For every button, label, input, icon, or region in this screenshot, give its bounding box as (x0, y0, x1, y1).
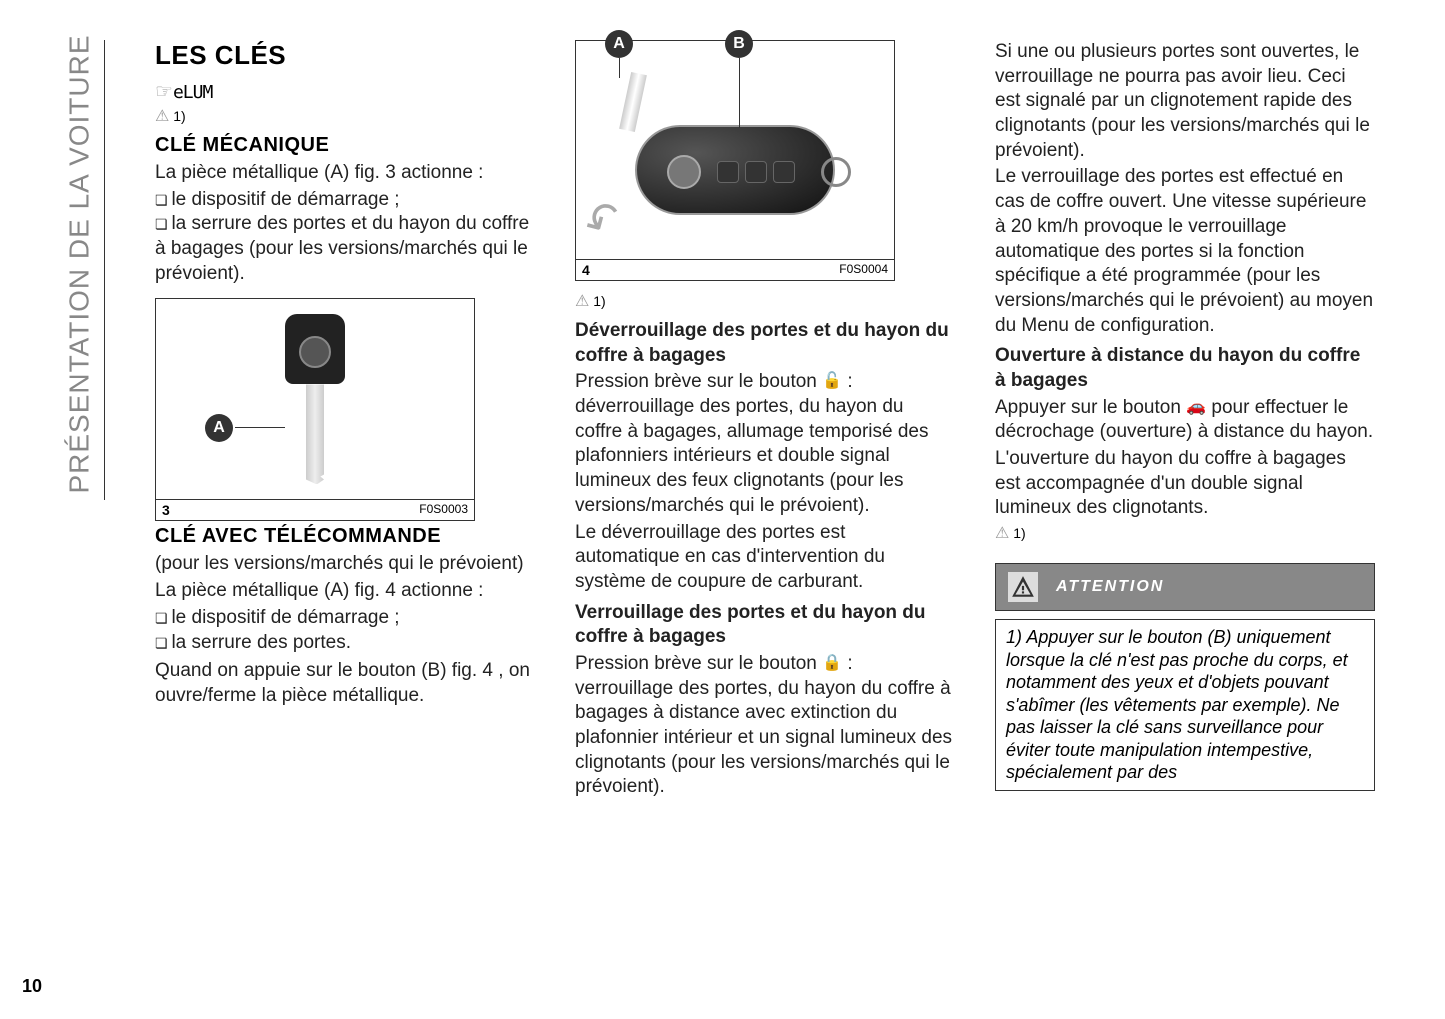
ref-num: 1) (173, 108, 185, 124)
text-fragment: Pression brève sur le bouton (575, 653, 822, 674)
p-verrouillage-auto: Le verrouillage des portes est effectué … (995, 165, 1375, 338)
attention-label: ATTENTION (1056, 578, 1164, 596)
callout-line (739, 58, 740, 128)
ref-num: 1) (593, 293, 605, 309)
figure-3-image: A (156, 299, 474, 499)
key-blade-open (619, 72, 647, 132)
p-ouverture-hayon: Appuyer sur le bouton 🚗 pour effectuer l… (995, 396, 1375, 445)
attention-header: ATTENTION (995, 563, 1375, 611)
fob-button-icon (773, 161, 795, 183)
p-bouton-b: Quand on appuie sur le bouton (B) fig. 4… (155, 659, 535, 708)
list-telecommande: le dispositif de démarrage ; la serrure … (155, 606, 535, 655)
text-fragment: : verrouillage des portes, du hayon du c… (575, 653, 952, 797)
elum-text: eLUM (173, 82, 212, 103)
ref-num: 1) (1013, 525, 1025, 541)
heading-cle-mecanique: CLÉ MÉCANIQUE (155, 134, 535, 157)
callout-line (619, 58, 620, 78)
section-tab: PRÉSENTATION DE LA VOITURE (55, 40, 105, 500)
elum-badge: ☞eLUM (155, 79, 535, 104)
key-blade (306, 384, 324, 484)
text-fragment: Pression brève sur le bouton (575, 371, 822, 392)
callout-line (235, 427, 285, 428)
figure-4-image: ↶ A B (576, 41, 894, 259)
column-2: ↶ A B 4 F0S0004 ⚠ 1) Déverrouillage des … (575, 40, 955, 802)
fiat-logo-icon (299, 336, 331, 368)
attention-text: 1) Appuyer sur le bouton (B) uniquement … (1006, 627, 1348, 782)
triangle-icon: ⚠ (995, 525, 1009, 542)
fob-button-icon (717, 161, 739, 183)
callout-a: A (605, 30, 633, 58)
section-tab-text: PRÉSENTATION DE LA VOITURE (64, 34, 96, 493)
p-mecanique-intro: La pièce métallique (A) fig. 3 actionne … (155, 161, 535, 186)
page-number: 10 (22, 976, 42, 997)
key-fob (635, 125, 835, 215)
fob-button-icon (745, 161, 767, 183)
figure-4-caption: 4 F0S0004 (576, 259, 894, 280)
list-item: le dispositif de démarrage ; (155, 606, 535, 631)
p-telecommande-intro: La pièce métallique (A) fig. 4 actionne … (155, 579, 535, 604)
p-verrouillage: Pression brève sur le bouton 🔒 : verroui… (575, 652, 955, 800)
warning-ref-1: ⚠ 1) (155, 106, 535, 126)
lock-icon: 🔒 (822, 655, 842, 672)
key-head (285, 314, 345, 384)
triangle-icon: ⚠ (155, 108, 169, 125)
subhead-ouverture-hayon: Ouverture à distance du hayon du coffre … (995, 344, 1375, 393)
fig-code: F0S0003 (419, 502, 468, 518)
p-deverrouillage: Pression brève sur le bouton 🔓 : déverro… (575, 370, 955, 518)
unlock-icon: 🔓 (822, 373, 842, 390)
figure-3: A 3 F0S0003 (155, 298, 475, 521)
car-trunk-icon: 🚗 (1186, 398, 1206, 415)
callout-b: B (725, 30, 753, 58)
p-deverrouillage-auto: Le déverrouillage des portes est automat… (575, 521, 955, 595)
p-telecommande-note: (pour les versions/marchés qui le prévoi… (155, 552, 535, 577)
hand-icon: ☞ (155, 81, 173, 103)
subhead-verrouillage: Verrouillage des portes et du hayon du c… (575, 601, 955, 650)
attention-icon (1008, 572, 1038, 602)
list-item: la serrure des portes. (155, 631, 535, 656)
text-fragment: Appuyer sur le bouton (995, 397, 1186, 418)
triangle-icon: ⚠ (575, 293, 589, 310)
figure-4: ↶ A B 4 F0S0004 (575, 40, 895, 281)
page-content: LES CLÉS ☞eLUM ⚠ 1) CLÉ MÉCANIQUE La piè… (155, 40, 1385, 802)
heading-cle-telecommande: CLÉ AVEC TÉLÉCOMMANDE (155, 525, 535, 548)
text-fragment: : déverrouillage des portes, du hayon du… (575, 371, 928, 515)
callout-a: A (205, 414, 233, 442)
fig-code: F0S0004 (839, 262, 888, 278)
list-mecanique: le dispositif de démarrage ; la serrure … (155, 188, 535, 287)
rotation-arrow-icon: ↶ (575, 189, 632, 252)
list-item: la serrure des portes et du hayon du cof… (155, 212, 535, 286)
key-ring (821, 157, 851, 187)
figure-3-caption: 3 F0S0003 (156, 499, 474, 520)
warning-ref-3: ⚠ 1) (995, 523, 1375, 543)
fiat-logo-icon (667, 155, 701, 189)
p-double-signal: L'ouverture du hayon du coffre à bagages… (995, 447, 1375, 521)
p-portes-ouvertes: Si une ou plusieurs portes sont ouvertes… (995, 40, 1375, 163)
fig-num: 3 (162, 502, 170, 518)
column-3: Si une ou plusieurs portes sont ouvertes… (995, 40, 1375, 802)
column-1: LES CLÉS ☞eLUM ⚠ 1) CLÉ MÉCANIQUE La piè… (155, 40, 535, 802)
subhead-deverrouillage: Déverrouillage des portes et du hayon du… (575, 319, 955, 368)
fig-num: 4 (582, 262, 590, 278)
heading-les-cles: LES CLÉS (155, 40, 535, 71)
warning-ref-2: ⚠ 1) (575, 291, 955, 311)
list-item: le dispositif de démarrage ; (155, 188, 535, 213)
attention-body: 1) Appuyer sur le bouton (B) uniquement … (995, 619, 1375, 791)
